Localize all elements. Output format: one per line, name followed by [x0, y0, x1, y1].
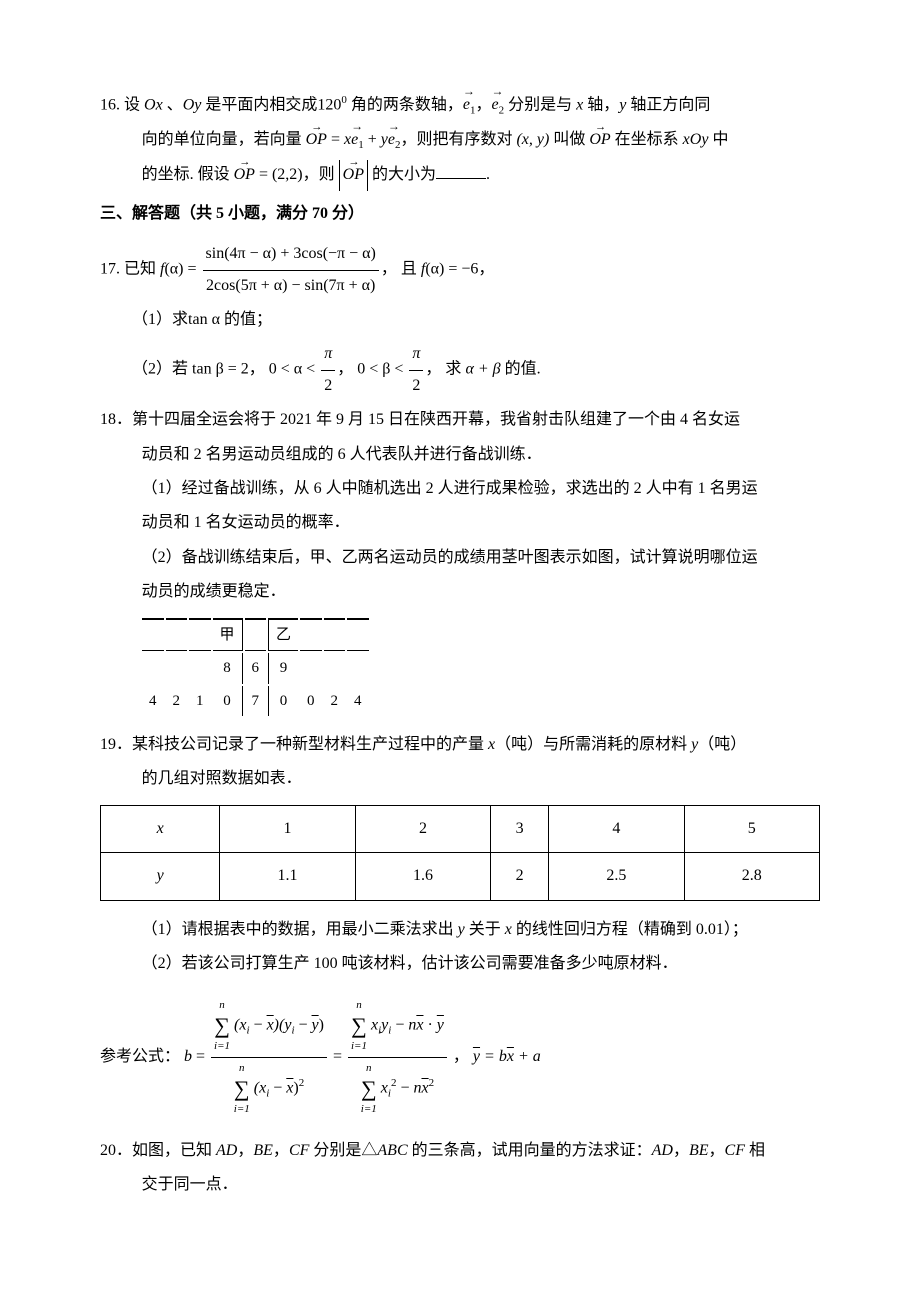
question-19-p2: （2）若该公司打算生产 100 吨该材料，估计该公司需要准备多少吨原材料．: [100, 949, 820, 979]
stemleaf-row-1: 8 6 9: [142, 653, 369, 684]
question-16-line3: 的坐标. 假设 OP = (2,2)，则 OP 的大小为.: [100, 160, 820, 190]
question-17: 17. 已知 f(α) = sin(4π − α) + 3cos(−π − α)…: [100, 239, 820, 301]
question-18-p2: （2）备战训练结束后，甲、乙两名运动员的成绩用茎叶图表示如图，试计算说明哪位运: [100, 543, 820, 573]
question-18-l2: 动员和 2 名男运动员组成的 6 人代表队并进行备战训练．: [100, 440, 820, 470]
stem-leaf-plot: 甲 乙 8 6 9 4210 7 0024: [140, 616, 371, 719]
question-16-line2: 向的单位向量，若向量 OP = xe1 + ye2，则把有序数对 (x, y) …: [100, 125, 820, 156]
reference-formula: 参考公式： b = n∑i=1 (xi − x)(yi − y) n∑i=1 (…: [100, 995, 820, 1119]
question-18-p1b: 动员和 1 名女运动员的概率．: [100, 508, 820, 538]
table-row-x: x 1 2 3 4 5: [101, 805, 820, 852]
question-17-p1: （1）求tan α 的值；: [100, 305, 820, 335]
question-19-l2: 的几组对照数据如表．: [100, 764, 820, 794]
q19-num: 19．: [100, 736, 132, 753]
question-18-p1: （1）经过备战训练，从 6 人中随机选出 2 人进行成果检验，求选出的 2 人中…: [100, 474, 820, 504]
q20-num: 20．: [100, 1142, 132, 1159]
table-row-y: y 1.1 1.6 2 2.5 2.8: [101, 853, 820, 900]
q16-num: 16.: [100, 96, 120, 113]
stemleaf-row-2: 4210 7 0024: [142, 686, 369, 717]
q18-num: 18．: [100, 411, 132, 428]
section-3-title: 三、解答题（共 5 小题，满分 70 分）: [100, 199, 820, 229]
question-18: 18．第十四届全运会将于 2021 年 9 月 15 日在陕西开幕，我省射击队组…: [100, 405, 820, 435]
question-20: 20．如图，已知 AD，BE，CF 分别是△ABC 的三条高，试用向量的方法求证…: [100, 1136, 820, 1166]
question-19-p1: （1）请根据表中的数据，用最小二乘法求出 y 关于 x 的线性回归方程（精确到 …: [100, 915, 820, 945]
data-table: x 1 2 3 4 5 y 1.1 1.6 2 2.5 2.8: [100, 805, 820, 901]
question-17-p2: （2）若 tan β = 2， 0 < α < π2， 0 < β < π2， …: [100, 339, 820, 401]
question-18-p2b: 动员的成绩更稳定．: [100, 577, 820, 607]
answer-blank: [436, 162, 486, 179]
q17-num: 17.: [100, 261, 120, 278]
question-19: 19．某科技公司记录了一种新型材料生产过程中的产量 x（吨）与所需消耗的原材料 …: [100, 730, 820, 760]
question-20-l2: 交于同一点．: [100, 1170, 820, 1200]
question-16: 16. 设 Ox 、Oy 是平面内相交成1200 角的两条数轴，e1，e2 分别…: [100, 90, 820, 121]
